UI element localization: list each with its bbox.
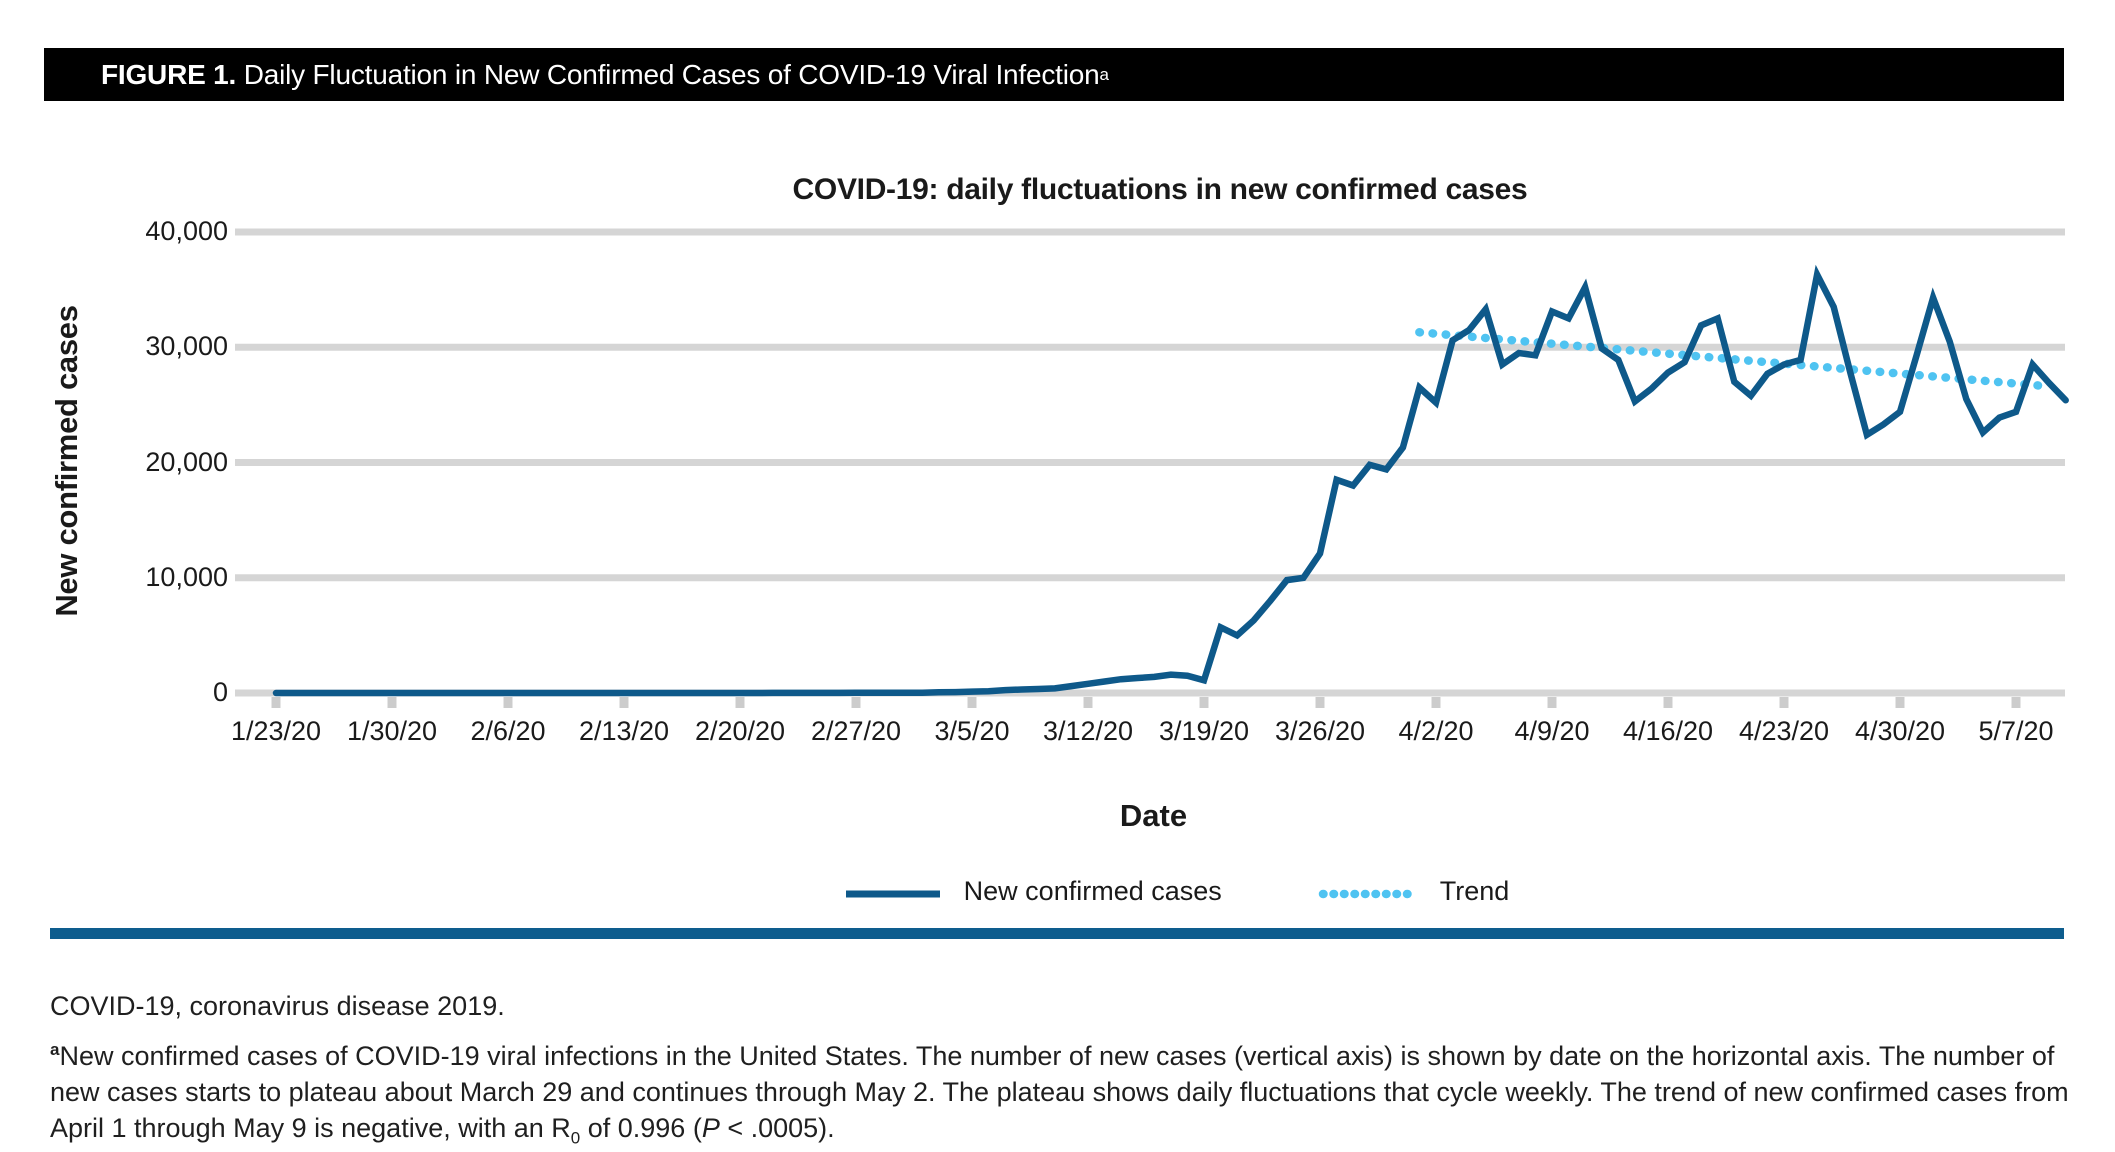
- x-tick-label: 3/19/20: [1158, 716, 1250, 746]
- y-tick-label: 10,000: [145, 561, 228, 592]
- legend-label-cases: New confirmed cases: [963, 876, 1222, 906]
- x-tick-label: 2/6/20: [470, 716, 546, 746]
- dotted-line-swatch-icon: [1318, 876, 1418, 907]
- y-tick-label: 0: [212, 677, 228, 707]
- x-tick-label: 3/26/20: [1274, 716, 1366, 746]
- x-tick-label: 1/23/20: [230, 716, 322, 746]
- footnote-marker: a: [50, 1040, 60, 1059]
- x-tick-label: 4/30/20: [1854, 716, 1946, 746]
- abbreviation-line: COVID-19, coronavirus disease 2019.: [50, 991, 505, 1021]
- legend-item-cases: New confirmed cases: [844, 876, 1222, 907]
- x-tick-label: 4/23/20: [1738, 716, 1830, 746]
- figure-footer: COVID-19, coronavirus disease 2019. aNew…: [50, 988, 2078, 1146]
- x-tick-label: 4/16/20: [1622, 716, 1714, 746]
- x-tick-label: 2/20/20: [694, 716, 786, 746]
- figure-title: Daily Fluctuation in New Confirmed Cases…: [236, 58, 1100, 90]
- solid-line-swatch-icon: [844, 876, 942, 907]
- x-tick-label: 4/2/20: [1398, 716, 1474, 746]
- x-tick-label: 1/30/20: [346, 716, 438, 746]
- x-tick-label: 4/9/20: [1514, 716, 1590, 746]
- y-tick-label: 30,000: [145, 331, 228, 362]
- chart-region: COVID-19: daily fluctuations in new conf…: [0, 101, 2115, 930]
- chart-title: COVID-19: daily fluctuations in new conf…: [792, 173, 1528, 206]
- chart-legend: New confirmed cases Trend: [0, 876, 2115, 907]
- legend-item-trend: Trend: [1318, 876, 1510, 907]
- x-tick-label: 5/7/20: [1978, 716, 2054, 746]
- x-axis-title: Date: [1119, 798, 1188, 833]
- legend-label-trend: Trend: [1439, 876, 1510, 906]
- y-tick-label: 40,000: [145, 216, 228, 246]
- x-tick-label: 2/27/20: [810, 716, 902, 746]
- figure-number-label: FIGURE 1.: [101, 58, 237, 90]
- y-tick-label: 20,000: [145, 446, 228, 477]
- x-tick-label: 3/12/20: [1042, 716, 1134, 746]
- footnote: aNew confirmed cases of COVID-19 viral i…: [50, 1040, 2069, 1148]
- blue-divider-rule: [50, 928, 2064, 939]
- x-tick-label: 2/13/20: [578, 716, 670, 746]
- x-tick-label: 3/5/20: [934, 716, 1010, 746]
- figure-header-bar: FIGURE 1. Daily Fluctuation in New Confi…: [44, 48, 2064, 101]
